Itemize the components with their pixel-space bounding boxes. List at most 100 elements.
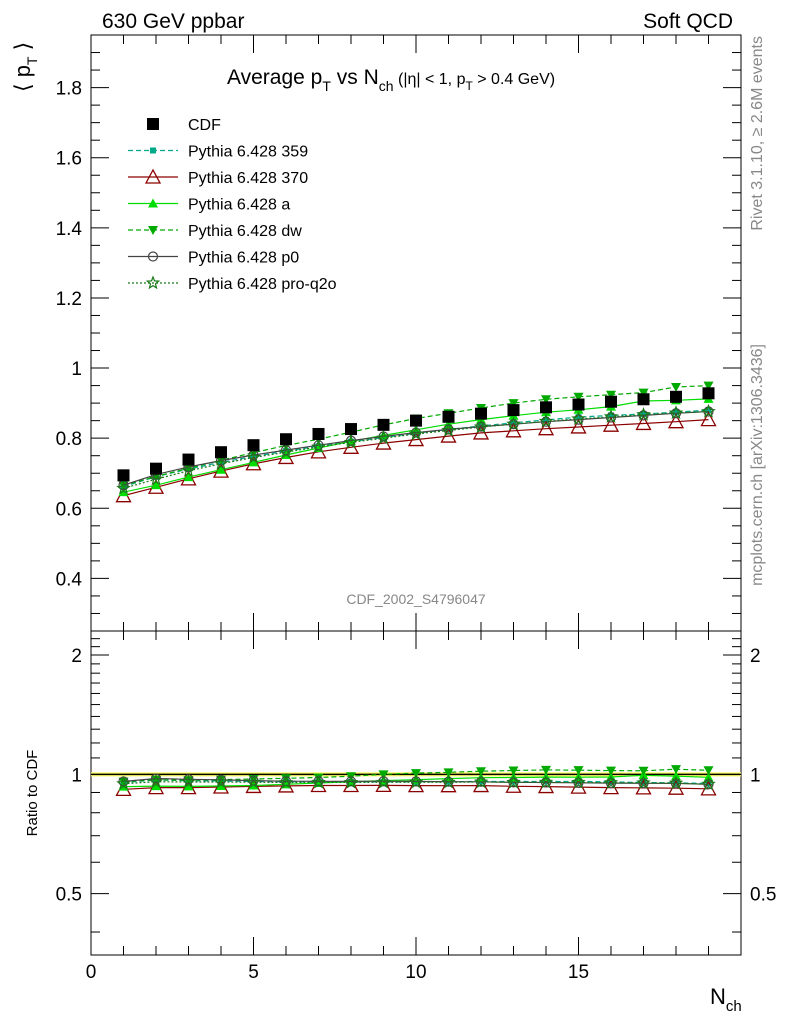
- y-tick-label-ratio-left: 2: [71, 646, 82, 667]
- data-point: [473, 419, 489, 434]
- data-point: [635, 415, 652, 431]
- data-point: [667, 413, 685, 429]
- ratio-point: [151, 781, 161, 791]
- y-tick-label-main: 1.4: [56, 219, 83, 240]
- legend-marker: [145, 275, 161, 290]
- ratio-point: [181, 774, 196, 789]
- ratio-point: [118, 777, 129, 787]
- ratio-point: [638, 766, 649, 776]
- data-point: [408, 426, 424, 441]
- ratio-point: [603, 775, 619, 789]
- ratio-point: [183, 776, 194, 786]
- legend-marker: [144, 168, 162, 184]
- data-point: [183, 472, 194, 482]
- ratio-point: [606, 766, 616, 776]
- data-point: [636, 407, 651, 421]
- ratio-point: [246, 774, 261, 789]
- data-point: [640, 410, 647, 417]
- ratio-point: [116, 776, 131, 790]
- ratio-point: [538, 774, 554, 789]
- ratio-point: [473, 774, 489, 789]
- data-point: [637, 393, 650, 406]
- y-tick-label-ratio-right: 2: [750, 646, 761, 667]
- ratio-point: [573, 766, 584, 776]
- ratio-point: [573, 777, 584, 788]
- rivet-version-label: Rivet 3.1.10, ≥ 2.6M events: [749, 36, 766, 231]
- data-point: [148, 471, 164, 486]
- legend-item: Pythia 6.428 dw: [128, 223, 302, 240]
- data-point: [573, 392, 584, 402]
- y-tick-label-ratio-left: 1: [71, 765, 82, 786]
- legend-label: Pythia 6.428 dw: [188, 223, 302, 240]
- data-point: [602, 416, 620, 432]
- data-point: [638, 388, 649, 398]
- data-point: [700, 411, 717, 427]
- main-plot-series: [115, 381, 717, 503]
- header-left-label: 630 GeV ppbar: [102, 10, 244, 33]
- ratio-point: [541, 765, 551, 775]
- ratio-point: [636, 775, 651, 790]
- data-point: [701, 403, 716, 418]
- data-point: [537, 420, 555, 436]
- ratio-point: [571, 774, 586, 789]
- y-tick-label-ratio-right: 0.5: [750, 885, 776, 906]
- data-point: [442, 410, 455, 423]
- data-point: [377, 418, 390, 431]
- ratio-point: [148, 774, 164, 788]
- ratio-point: [150, 773, 162, 784]
- data-point: [117, 469, 130, 482]
- data-point: [312, 427, 325, 440]
- data-point: [278, 444, 294, 459]
- legend-label: Pythia 6.428 370: [188, 170, 308, 187]
- analysis-id-watermark: CDF_2002_S4796047: [346, 591, 486, 607]
- header-right-label: Soft QCD: [643, 10, 733, 33]
- data-point: [475, 407, 487, 420]
- ratio-point: [376, 774, 391, 789]
- series-line: [123, 410, 709, 489]
- x-tick-label: 5: [248, 962, 259, 983]
- data-point: [705, 407, 712, 414]
- ratio-point: [216, 781, 226, 791]
- data-point: [673, 409, 679, 416]
- data-point: [410, 414, 422, 427]
- legend-item: Pythia 6.428 p0: [128, 250, 299, 267]
- data-point: [702, 387, 715, 400]
- ratio-plot-series: [115, 765, 717, 797]
- data-point: [150, 462, 162, 475]
- data-point: [213, 456, 229, 470]
- ratio-line: [123, 781, 709, 785]
- data-point: [216, 464, 226, 474]
- data-point: [151, 480, 161, 490]
- ratio-point: [508, 766, 519, 776]
- data-point: [606, 390, 616, 400]
- ratio-point: [411, 769, 421, 779]
- data-point: [376, 430, 391, 445]
- y-tick-label-main: 0.6: [56, 499, 82, 520]
- data-point: [508, 399, 519, 409]
- data-point: [572, 398, 585, 411]
- ratio-point: [311, 774, 326, 789]
- legend-item: Pythia 6.428 359: [128, 144, 308, 161]
- x-tick-label: 15: [568, 962, 589, 983]
- data-point: [181, 463, 196, 477]
- data-point: [441, 422, 456, 437]
- ratio-plot-ylabel: Ratio to CDF: [24, 750, 41, 837]
- data-point: [505, 422, 522, 438]
- legend-marker: [147, 251, 159, 262]
- data-point: [246, 449, 261, 464]
- legend-label: CDF: [188, 117, 221, 134]
- legend-label: Pythia 6.428 a: [188, 197, 290, 214]
- ratio-point: [408, 774, 424, 789]
- x-axis-label: Nch: [710, 984, 742, 1015]
- y-tick-label-ratio-right: 1: [750, 765, 761, 786]
- data-point: [182, 453, 195, 466]
- ratio-point: [506, 774, 521, 789]
- legend-item: CDF: [147, 117, 221, 134]
- y-tick-label-main: 1.2: [56, 289, 82, 310]
- main-plot-title: Average pT vs Nch (|η| < 1, pT > 0.4 GeV…: [227, 66, 555, 94]
- ratio-point: [703, 766, 714, 776]
- legend: CDF Pythia 6.428 359 Pythia 6.428 370 Pythi…: [128, 117, 337, 293]
- data-point: [541, 395, 551, 405]
- data-point: [670, 390, 682, 403]
